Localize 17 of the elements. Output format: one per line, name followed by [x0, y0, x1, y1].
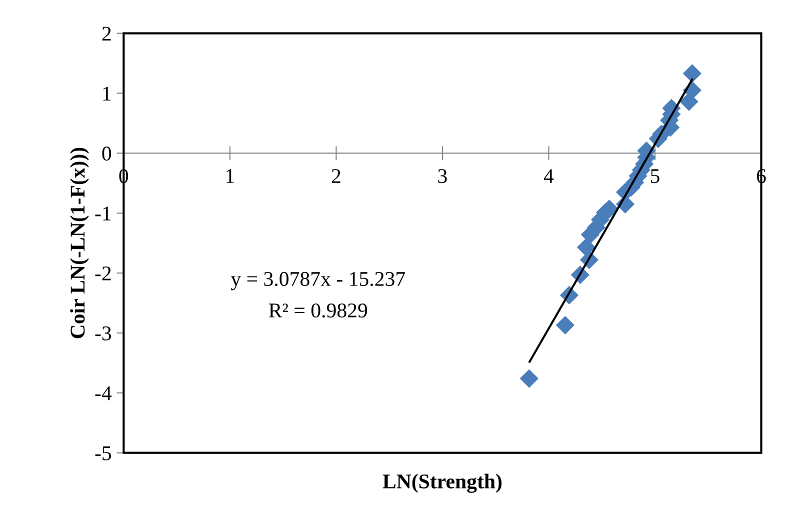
y-tick-label: -4	[95, 386, 112, 400]
y-tick-label: -5	[95, 446, 112, 460]
x-tick-label: 3	[438, 169, 447, 184]
x-tick-label: 2	[332, 169, 340, 183]
x-tick-label: 4	[544, 169, 554, 183]
x-tick-label: 5	[650, 169, 660, 184]
y-tick-label: 2	[102, 26, 111, 41]
y-tick-label: 1	[103, 86, 111, 100]
annotation: R² = 0.9829	[268, 303, 368, 318]
y-axis-title: Coir LN(-LN(1-F(x)))	[70, 148, 89, 338]
annotation: y = 3.0787x - 15.237	[230, 272, 405, 290]
y-tick-label: -1	[95, 206, 111, 220]
y-tick-label: 0	[102, 146, 112, 161]
x-axis-title: LN(Strength)	[382, 474, 502, 493]
y-tick-label: -3	[95, 326, 112, 340]
x-tick-label: 1	[226, 169, 234, 183]
y-tick-label: -2	[95, 266, 111, 280]
